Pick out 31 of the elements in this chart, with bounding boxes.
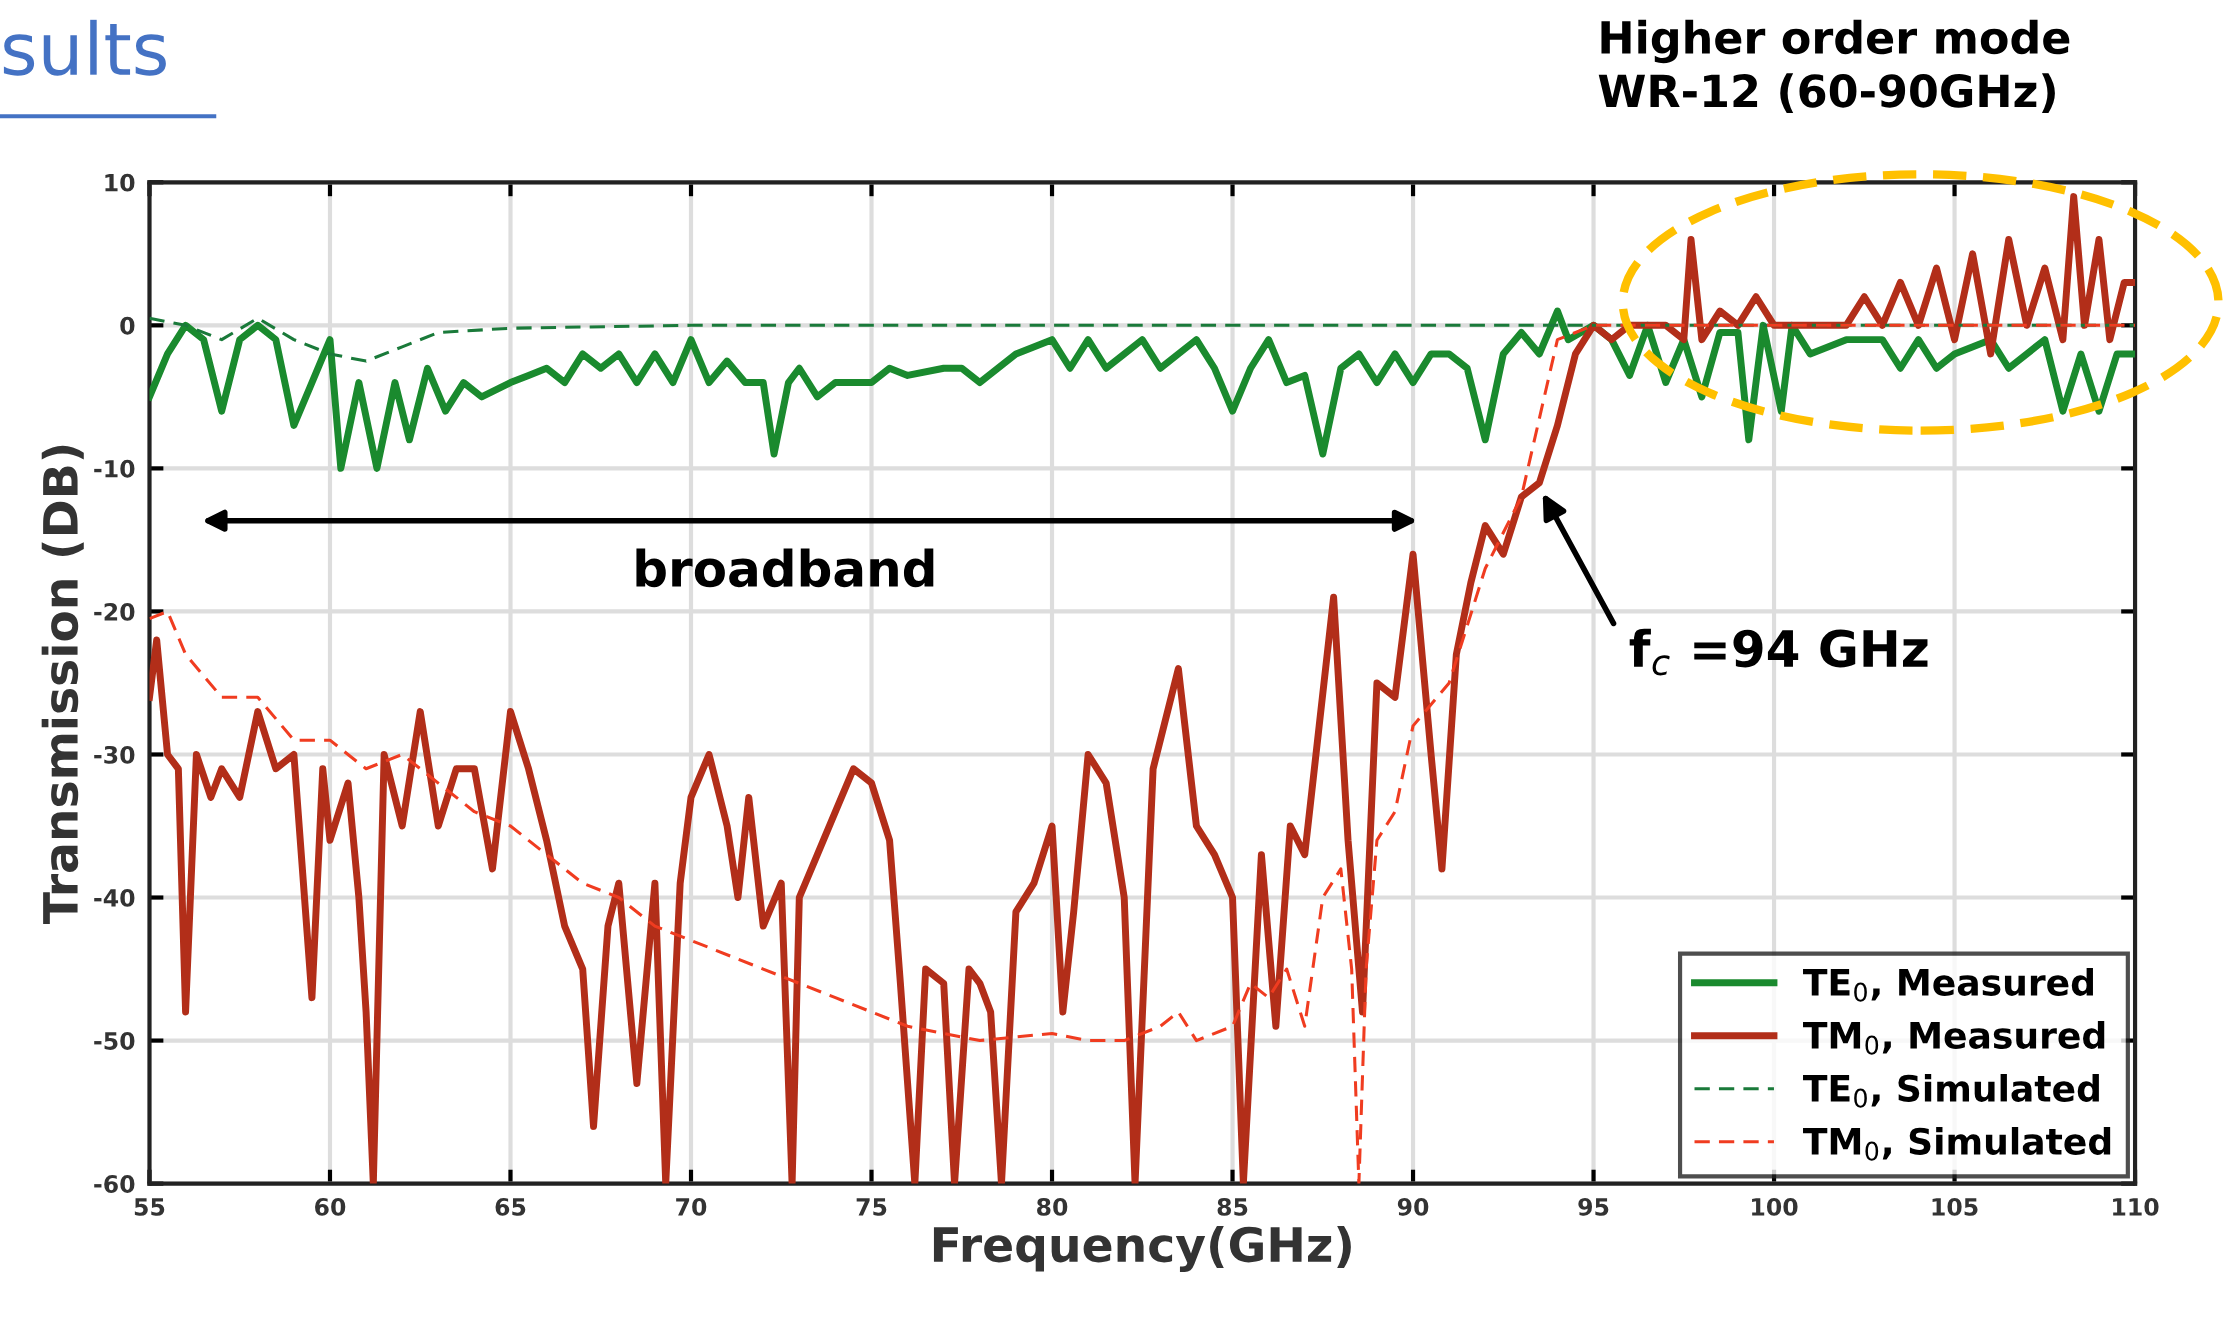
- x-tick-label: 95: [1578, 1197, 1609, 1216]
- y-tick-label: -60: [94, 1175, 135, 1193]
- y-tick-label: -20: [94, 602, 135, 621]
- x-tick-label: 55: [134, 1198, 165, 1216]
- text: Higher order mode WR-12 (60-90GHz): [1598, 19, 2070, 113]
- y-tick-label: -10: [94, 459, 135, 478]
- x-tick-label: 105: [1932, 1197, 1978, 1216]
- x-tick-label: 75: [856, 1198, 887, 1216]
- y-axis-title: Transmission (DB): [41, 445, 84, 924]
- annotation: f$_{c}$ =94 GHz: [1629, 628, 1928, 676]
- legend-label: TE$_{0}$, Measured: [1803, 967, 2093, 1002]
- x-tick-label: 90: [1397, 1197, 1429, 1216]
- x-axis-title: Frequency(GHz): [933, 1225, 1351, 1272]
- annotation: broadband: [636, 548, 934, 588]
- x-tick-label: 85: [1217, 1197, 1248, 1216]
- x-tick-label: 80: [1037, 1197, 1068, 1216]
- legend-label: TM$_{0}$, Simulated: [1803, 1126, 2111, 1161]
- line-series: [149, 316, 2136, 363]
- x-tick-label: 110: [2113, 1197, 2159, 1216]
- y-tick-label: 10: [105, 173, 135, 192]
- legend-label: TE$_{0}$, Simulated: [1803, 1073, 2099, 1108]
- x-tick-label: 100: [1752, 1197, 1798, 1216]
- legend-label: TM$_{0}$, Measured: [1803, 1020, 2105, 1055]
- y-tick-label: -30: [94, 745, 135, 764]
- y-tick-label: 0: [120, 316, 135, 335]
- text: sults: [3, 19, 166, 76]
- x-tick-label: 70: [676, 1197, 707, 1216]
- y-tick-label: -40: [94, 888, 135, 907]
- x-tick-label: 65: [495, 1197, 526, 1216]
- x-tick-label: 60: [315, 1197, 346, 1216]
- y-tick-label: -50: [94, 1032, 135, 1050]
